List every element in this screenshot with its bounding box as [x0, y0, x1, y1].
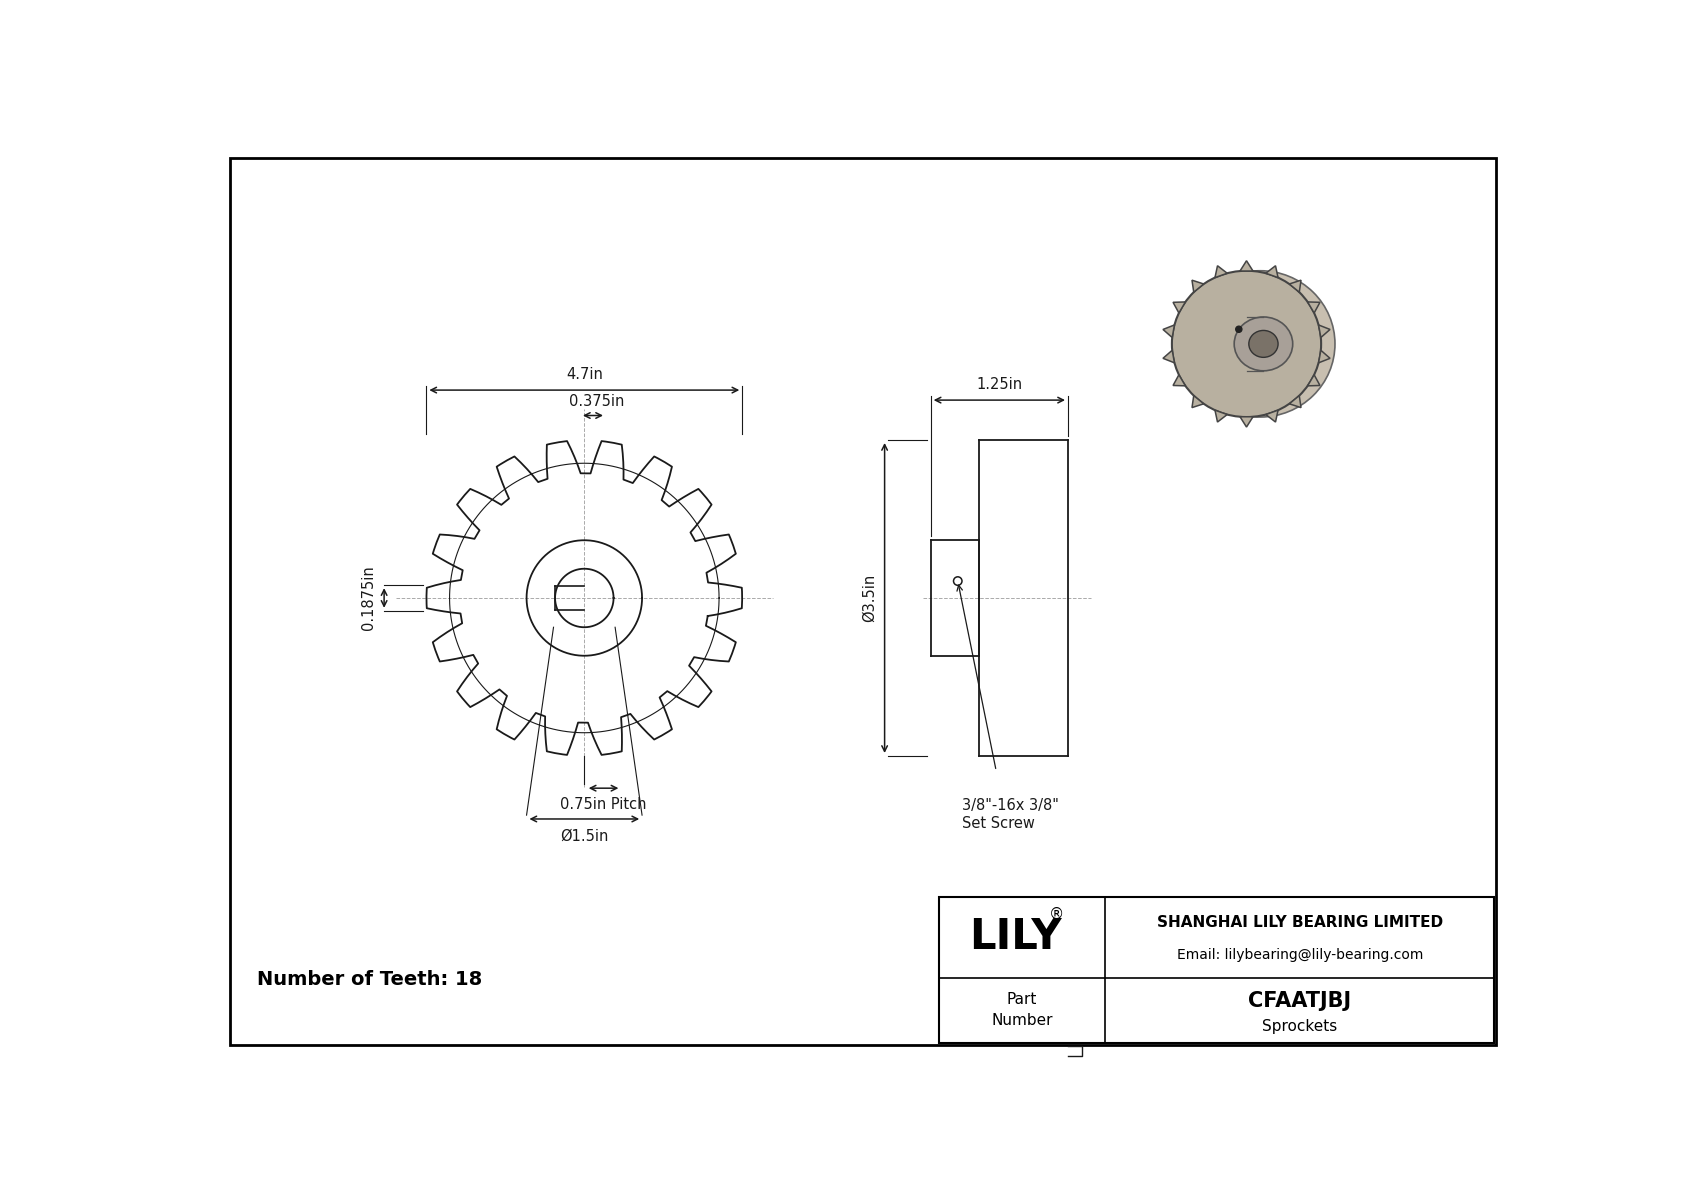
Bar: [938, 897, 1494, 1043]
Text: 0.1875in: 0.1875in: [362, 566, 377, 630]
Text: Sprockets: Sprockets: [1263, 1019, 1337, 1034]
Text: 1.25in: 1.25in: [977, 378, 1022, 392]
Text: 4.7in: 4.7in: [566, 367, 603, 382]
Text: LILY: LILY: [970, 916, 1063, 959]
Ellipse shape: [1186, 270, 1335, 417]
Polygon shape: [1319, 325, 1330, 337]
Text: Part
Number: Part Number: [992, 992, 1052, 1028]
Polygon shape: [1239, 261, 1253, 272]
Ellipse shape: [1172, 270, 1322, 417]
Text: Ø3.5in: Ø3.5in: [862, 574, 877, 622]
Ellipse shape: [1250, 330, 1278, 357]
Polygon shape: [1290, 395, 1302, 407]
Polygon shape: [1164, 325, 1174, 337]
Text: 0.75in Pitch: 0.75in Pitch: [561, 798, 647, 812]
Circle shape: [1236, 326, 1241, 332]
Polygon shape: [1266, 266, 1278, 278]
Polygon shape: [1164, 350, 1174, 363]
Text: 0.375in: 0.375in: [569, 393, 625, 409]
Polygon shape: [1319, 350, 1330, 363]
Polygon shape: [1290, 280, 1302, 292]
Polygon shape: [1308, 303, 1320, 313]
Polygon shape: [1214, 266, 1228, 278]
Text: CFAATJBJ: CFAATJBJ: [1248, 991, 1352, 1010]
Polygon shape: [1174, 375, 1186, 386]
Text: 3/8"-16x 3/8"
Set Screw: 3/8"-16x 3/8" Set Screw: [962, 798, 1059, 830]
Polygon shape: [1266, 410, 1278, 422]
Polygon shape: [1192, 395, 1204, 407]
Polygon shape: [1239, 417, 1253, 428]
Polygon shape: [1214, 410, 1228, 422]
Text: Email: lilybearing@lily-bearing.com: Email: lilybearing@lily-bearing.com: [1177, 948, 1423, 962]
Text: Number of Teeth: 18: Number of Teeth: 18: [258, 971, 482, 990]
Polygon shape: [1308, 375, 1320, 386]
Text: SHANGHAI LILY BEARING LIMITED: SHANGHAI LILY BEARING LIMITED: [1157, 915, 1443, 930]
Polygon shape: [1174, 303, 1186, 313]
Ellipse shape: [1234, 317, 1293, 370]
Text: ®: ®: [1049, 906, 1064, 922]
Polygon shape: [1192, 280, 1204, 292]
Text: Ø1.5in: Ø1.5in: [561, 828, 608, 843]
